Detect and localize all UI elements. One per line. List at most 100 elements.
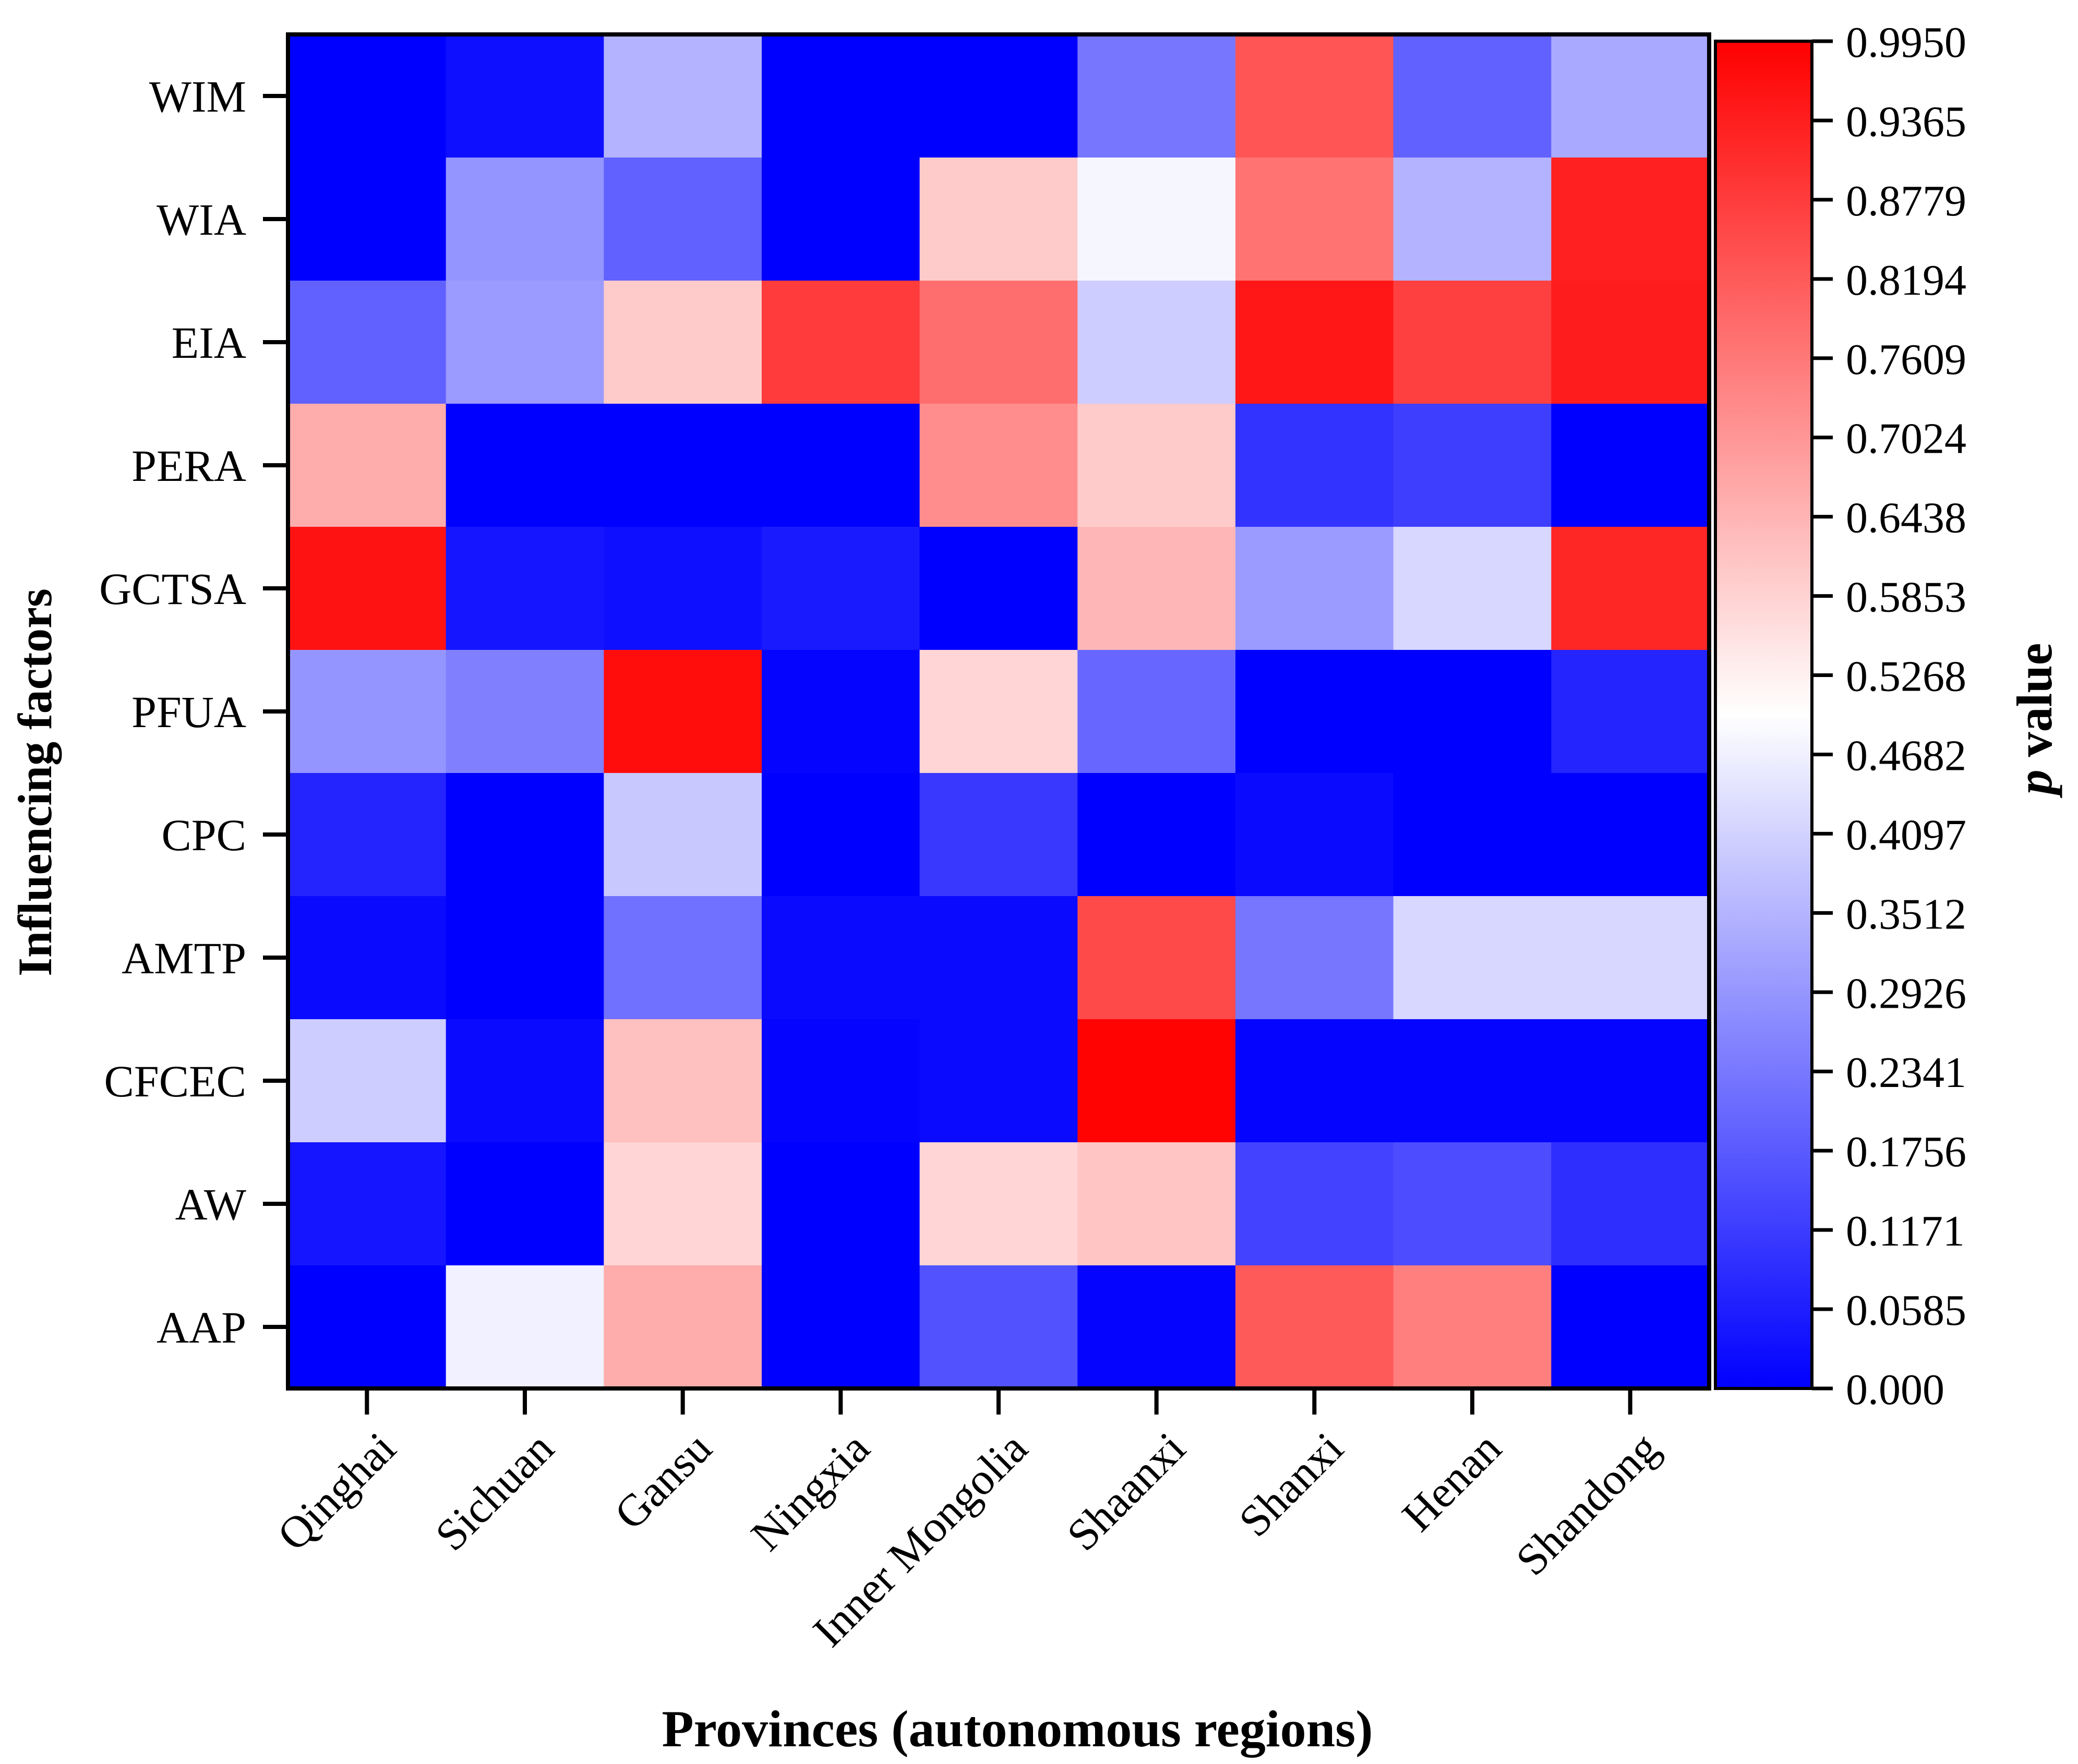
heatmap-cell-wia-gansu (604, 158, 762, 281)
heatmap-cell-aw-sichuan (446, 1142, 604, 1266)
colorbar-tick-label: 0.8779 (1846, 177, 1966, 225)
colorbar-tick-label: 0.4682 (1846, 731, 1966, 780)
heatmap-cell-pera-qinghai (288, 404, 447, 527)
colorbar-tick-label: 0.9950 (1846, 18, 1966, 67)
heatmap-cell-pera-henan (1393, 404, 1552, 527)
heatmap-cell-aap-shanxi (1235, 1265, 1394, 1389)
colorbar (1714, 40, 1813, 1390)
y-tick-label: PFUA (131, 687, 246, 737)
heatmap-cell-wia-shaanxi (1077, 158, 1236, 281)
heatmap-cell-eia-inner-mongolia (919, 281, 1078, 404)
heatmap-cell-pera-gansu (604, 404, 762, 527)
heatmap-cell-aw-gansu (604, 1142, 762, 1266)
colorbar-title-italic: p (2007, 769, 2062, 798)
heatmap-cell-aw-qinghai (288, 1142, 447, 1266)
heatmap-cell-wia-henan (1393, 158, 1552, 281)
heatmap-cell-gctsa-shanxi (1235, 527, 1394, 650)
heatmap-cell-wim-inner-mongolia (919, 34, 1078, 158)
heatmap-cell-gctsa-sichuan (446, 527, 604, 650)
heatmap-cell-aw-ningxia (762, 1142, 920, 1266)
heatmap-cell-amtp-shandong (1551, 896, 1710, 1020)
heatmap-cell-wia-shanxi (1235, 158, 1394, 281)
heatmap-cell-wia-ningxia (762, 158, 920, 281)
colorbar-title: p value (2007, 643, 2062, 799)
colorbar-title-rest: value (2007, 643, 2062, 770)
y-tick-label: AMTP (122, 933, 246, 983)
heatmap-cell-cfcec-shaanxi (1077, 1019, 1236, 1143)
heatmap-cell-eia-ningxia (762, 281, 920, 404)
heatmap-cell-wim-sichuan (446, 34, 604, 158)
heatmap-cell-cpc-qinghai (288, 773, 447, 897)
heatmap-cell-pfua-qinghai (288, 650, 447, 774)
heatmap-cell-cpc-shandong (1551, 773, 1710, 897)
heatmap-cell-eia-qinghai (288, 281, 447, 404)
colorbar-tick-label: 0.1756 (1846, 1128, 1966, 1176)
heatmap-cell-cpc-shaanxi (1077, 773, 1236, 897)
heatmap-cell-aap-shaanxi (1077, 1265, 1236, 1389)
colorbar-tick-label: 0.2926 (1846, 969, 1966, 1018)
heatmap-cell-aap-ningxia (762, 1265, 920, 1389)
heatmap-cell-aap-henan (1393, 1265, 1552, 1389)
heatmap-cell-aw-shanxi (1235, 1142, 1394, 1266)
heatmap-cell-amtp-ningxia (762, 896, 920, 1020)
heatmap-cell-aap-sichuan (446, 1265, 604, 1389)
x-tick-label: Shanxi (1229, 1423, 1353, 1546)
y-axis-title: Influencing factors (8, 588, 62, 976)
heatmap-cell-wim-shaanxi (1077, 34, 1236, 158)
colorbar-tick-label: 0.7024 (1846, 415, 1966, 463)
y-tick-label: CFCEC (104, 1056, 246, 1106)
heatmap-cell-pera-inner-mongolia (919, 404, 1078, 527)
y-tick-label: AW (175, 1179, 246, 1229)
heatmap-cell-cpc-shanxi (1235, 773, 1394, 897)
heatmap-cell-wim-ningxia (762, 34, 920, 158)
heatmap-cell-eia-shanxi (1235, 281, 1394, 404)
heatmap-cell-wia-qinghai (288, 158, 447, 281)
x-tick-label: Ningxia (741, 1423, 879, 1561)
heatmap-cell-pfua-shaanxi (1077, 650, 1236, 774)
heatmap-cell-amtp-shanxi (1235, 896, 1394, 1020)
heatmap-cell-wim-henan (1393, 34, 1552, 158)
heatmap-cell-cfcec-shandong (1551, 1019, 1710, 1143)
colorbar-tick-label: 0.7609 (1846, 335, 1966, 384)
x-tick-label: Henan (1392, 1423, 1511, 1541)
heatmap-cell-cpc-sichuan (446, 773, 604, 897)
heatmap-cell-cfcec-shanxi (1235, 1019, 1394, 1143)
heatmap-cell-amtp-sichuan (446, 896, 604, 1020)
heatmap-cell-pera-ningxia (762, 404, 920, 527)
colorbar-tick-label: 0.2341 (1846, 1048, 1966, 1097)
heatmap-cell-wia-sichuan (446, 158, 604, 281)
heatmap-cell-pera-shandong (1551, 404, 1710, 527)
heatmap-cell-cfcec-qinghai (288, 1019, 447, 1143)
y-tick-label: AAP (157, 1302, 246, 1352)
heatmap-cell-wim-gansu (604, 34, 762, 158)
colorbar-tick-label: 0.000 (1846, 1366, 1944, 1414)
heatmap-cell-gctsa-shandong (1551, 527, 1710, 650)
heatmap-cell-cfcec-inner-mongolia (919, 1019, 1078, 1143)
heatmap-cell-amtp-gansu (604, 896, 762, 1020)
heatmap-cell-wia-inner-mongolia (919, 158, 1078, 281)
y-tick-label: CPC (161, 810, 246, 860)
heatmap-cell-amtp-shaanxi (1077, 896, 1236, 1020)
x-tick-label: Shaanxi (1057, 1423, 1195, 1561)
heatmap-cell-gctsa-gansu (604, 527, 762, 650)
heatmap-cells (288, 34, 1710, 1389)
y-tick-label: WIM (149, 71, 246, 122)
heatmap-cell-pfua-gansu (604, 650, 762, 774)
heatmap-cell-pfua-shandong (1551, 650, 1710, 774)
heatmap-cell-pera-shaanxi (1077, 404, 1236, 527)
heatmap-cell-amtp-henan (1393, 896, 1552, 1020)
heatmap-cell-cfcec-henan (1393, 1019, 1552, 1143)
heatmap-cell-cfcec-gansu (604, 1019, 762, 1143)
heatmap-cell-gctsa-qinghai (288, 527, 447, 650)
y-tick-label: PERA (131, 441, 246, 491)
heatmap-cell-amtp-inner-mongolia (919, 896, 1078, 1020)
heatmap-cell-aap-gansu (604, 1265, 762, 1389)
colorbar-tick-label: 0.5268 (1846, 653, 1966, 701)
heatmap-cell-aw-henan (1393, 1142, 1552, 1266)
heatmap-cell-eia-sichuan (446, 281, 604, 404)
heatmap-cell-aap-inner-mongolia (919, 1265, 1078, 1389)
heatmap-cell-wia-shandong (1551, 158, 1710, 281)
